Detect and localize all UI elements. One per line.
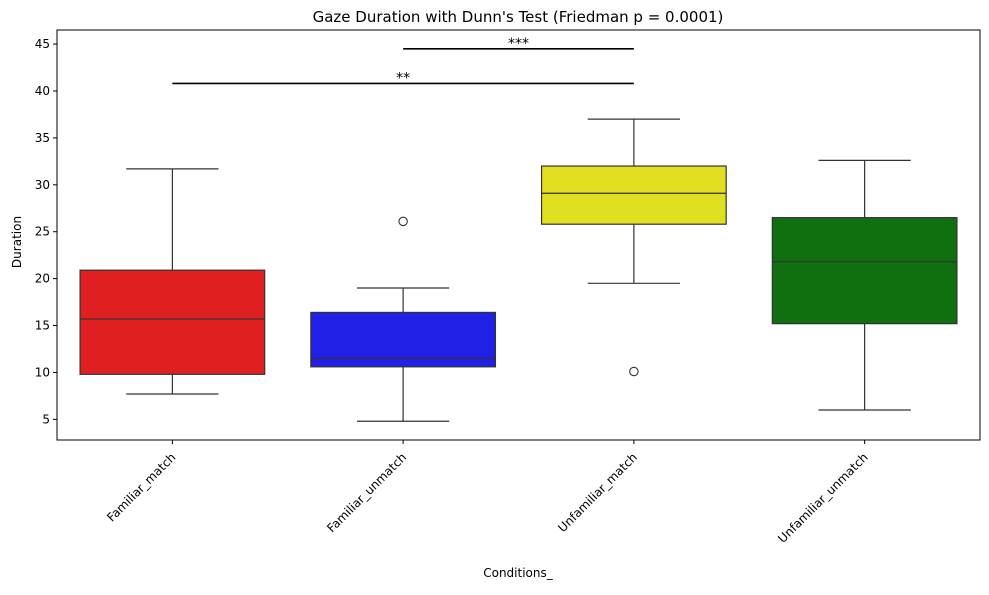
y-tick-label: 10 (35, 365, 50, 379)
x-tick-label: Unfamiliar_match (555, 450, 640, 535)
y-tick-label: 15 (35, 319, 50, 333)
significance-label: ** (396, 70, 410, 86)
y-tick-label: 5 (42, 412, 50, 426)
box-Familiar_unmatch (310, 311, 497, 368)
y-tick-label: 30 (35, 178, 50, 192)
y-tick-label: 45 (35, 37, 50, 51)
box-Unfamiliar_unmatch (771, 217, 958, 325)
chart-title: Gaze Duration with Dunn's Test (Friedman… (313, 8, 724, 26)
plot-frame (56, 29, 981, 441)
y-tick-label: 25 (35, 225, 50, 239)
outlier-point (398, 216, 408, 227)
box-Familiar_match (79, 269, 266, 375)
x-axis-label: Conditions_ (483, 566, 554, 580)
significance-label: *** (508, 36, 529, 52)
x-tick-label: Familiar_match (104, 450, 178, 524)
x-tick-label: Familiar_unmatch (324, 450, 409, 535)
y-axis-label: Duration (10, 216, 24, 268)
y-tick-label: 40 (35, 84, 50, 98)
box-Unfamiliar_match (540, 165, 727, 225)
plot-area: 5 10 15 20 25 30 35 40 45 Familiar_match Familiar_… (35, 29, 981, 546)
y-tick-label: 20 (35, 272, 50, 286)
outlier-point (629, 366, 639, 377)
x-tick-label: Unfamiliar_unmatch (775, 450, 871, 546)
y-tick-label: 35 (35, 131, 50, 145)
